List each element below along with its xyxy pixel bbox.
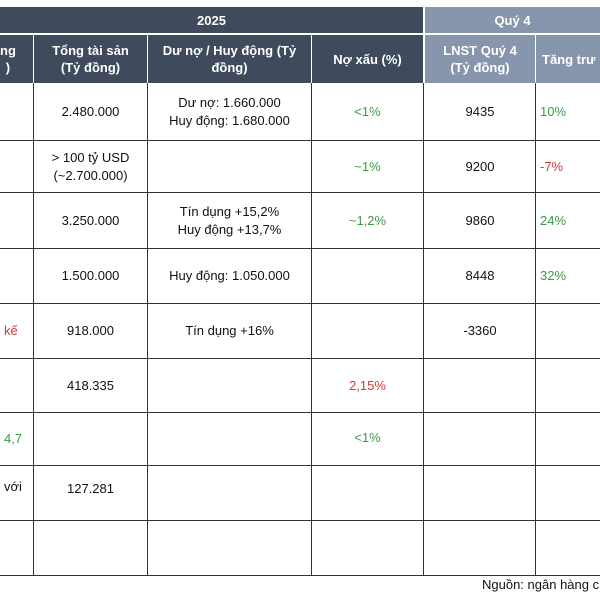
row-divider bbox=[0, 412, 600, 413]
table-cell-growth bbox=[536, 359, 600, 412]
table-cell-npl bbox=[312, 304, 423, 358]
table-cell-npl: ~1% bbox=[354, 158, 381, 174]
table-cell-debt-mobilize: Tín dụng +15,2% Huy động +13,7% bbox=[177, 203, 282, 237]
table-cell-npl bbox=[312, 249, 423, 303]
table-cell-debt-mobilize bbox=[148, 141, 311, 192]
table-cell-debt-mobilize bbox=[148, 466, 311, 520]
table-cell-c0 bbox=[0, 521, 33, 575]
source-note: Nguồn: ngân hàng c bbox=[482, 577, 600, 592]
table-cell-total-assets: 2.480.000 bbox=[61, 104, 120, 119]
table-cell-debt-mobilize bbox=[148, 413, 311, 465]
table-cell-total-assets bbox=[34, 413, 147, 465]
col-header-total-assets: Tổng tài sản (Tỷ đồng) bbox=[34, 35, 147, 83]
table-cell-growth bbox=[536, 304, 600, 358]
table-cell-growth: 24% bbox=[540, 212, 567, 228]
table-cell-lnst-q4 bbox=[425, 413, 535, 465]
col-header-debt-mobilize: Dư nợ / Huy động (Tỷ đồng) bbox=[148, 35, 311, 83]
table-cell-debt-mobilize: Dư nợ: 1.660.000 Huy động: 1.680.000 bbox=[169, 95, 290, 128]
column-divider bbox=[147, 83, 148, 575]
table-cell-c0: 4,7 bbox=[4, 431, 23, 446]
col-header-name: ng ) bbox=[0, 35, 33, 83]
table-cell-total-assets: 127.281 bbox=[67, 481, 114, 496]
table-cell-npl: 2,15% bbox=[349, 377, 386, 393]
year-header: 2025 bbox=[0, 7, 423, 33]
col-header-growth: Tăng trư bbox=[536, 35, 600, 83]
row-divider bbox=[0, 192, 600, 193]
table-cell-growth bbox=[536, 413, 600, 465]
table-cell-npl: <1% bbox=[354, 104, 381, 119]
column-divider bbox=[535, 83, 536, 575]
table-cell-total-assets: 418.335 bbox=[67, 377, 114, 393]
table-cell-c0 bbox=[0, 141, 33, 192]
table-cell-c0 bbox=[0, 249, 33, 303]
table-cell-growth bbox=[536, 521, 600, 575]
table-cell-debt-mobilize bbox=[148, 521, 311, 575]
table-cell-debt-mobilize: Tín dụng +16% bbox=[185, 323, 274, 338]
table-cell-growth: 32% bbox=[540, 268, 567, 283]
table-cell-debt-mobilize bbox=[148, 359, 311, 412]
table-cell-total-assets: 918.000 bbox=[67, 323, 114, 338]
table-cell-npl bbox=[312, 521, 423, 575]
row-divider bbox=[0, 465, 600, 466]
row-divider bbox=[0, 358, 600, 359]
table-cell-total-assets: 1.500.000 bbox=[61, 268, 120, 283]
table-cell-lnst-q4 bbox=[425, 466, 535, 520]
col-header-npl: Nợ xấu (%) bbox=[312, 35, 423, 83]
table-cell-growth: -7% bbox=[540, 158, 564, 174]
table-cell-lnst-q4: 8448 bbox=[465, 268, 495, 283]
table-cell-c0 bbox=[0, 359, 33, 412]
table-cell-lnst-q4: -3360 bbox=[463, 323, 497, 338]
column-divider bbox=[311, 83, 312, 575]
row-divider bbox=[0, 520, 600, 521]
table-cell-lnst-q4: 9435 bbox=[465, 104, 495, 119]
row-divider bbox=[0, 575, 600, 576]
table-cell-lnst-q4: 9200 bbox=[465, 158, 495, 174]
table-cell-npl bbox=[312, 466, 423, 520]
table-cell-growth: 10% bbox=[540, 104, 567, 119]
table-cell-npl: ~1,2% bbox=[348, 212, 387, 228]
row-divider bbox=[0, 140, 600, 141]
table-cell-lnst-q4 bbox=[425, 359, 535, 412]
table-cell-total-assets: > 100 tỷ USD (~2.700.000) bbox=[51, 149, 130, 183]
column-divider bbox=[423, 83, 424, 575]
column-divider bbox=[33, 83, 34, 575]
table-cell-c0 bbox=[0, 193, 33, 248]
table-cell-lnst-q4: 9860 bbox=[465, 212, 495, 228]
table-cell-lnst-q4 bbox=[425, 521, 535, 575]
table-cell-total-assets bbox=[34, 521, 147, 575]
quarter-header: Quý 4 bbox=[425, 7, 600, 33]
table-cell-debt-mobilize: Huy động: 1.050.000 bbox=[169, 268, 290, 283]
table-cell-npl: <1% bbox=[354, 430, 381, 445]
table-cell-c0 bbox=[0, 84, 33, 140]
row-divider bbox=[0, 303, 600, 304]
table-cell-total-assets: 3.250.000 bbox=[61, 212, 120, 228]
row-divider bbox=[0, 248, 600, 249]
table-cell-c0: với bbox=[4, 479, 22, 494]
table-cell-c0: kế bbox=[4, 323, 18, 338]
col-header-lnst-q4: LNST Quý 4 (Tỷ đồng) bbox=[425, 35, 535, 83]
table-cell-growth bbox=[536, 466, 600, 520]
